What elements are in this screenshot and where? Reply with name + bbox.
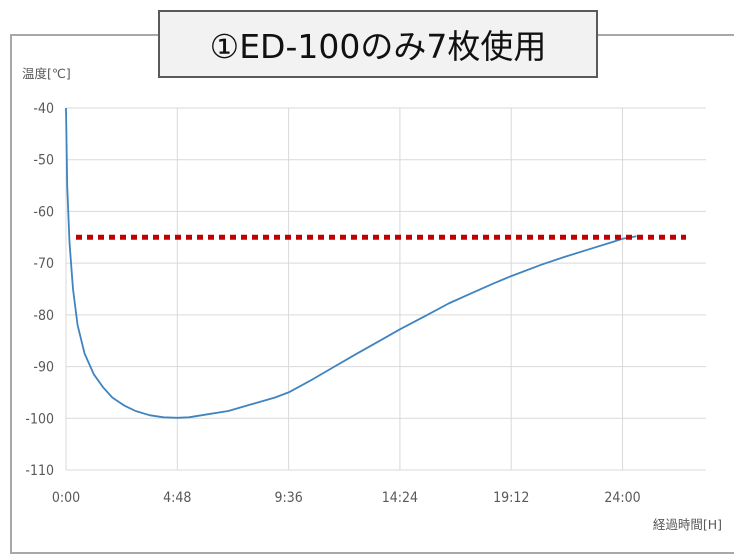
y-tick-label: -90 — [33, 360, 54, 376]
x-tick-label: 4:48 — [163, 490, 191, 506]
temperature-chart: -40 -50 -60 -70 -80 -90 -100 -110 0:00 4:48 9:36 1… — [22, 66, 722, 532]
x-tick-label: 14:24 — [382, 490, 418, 506]
x-tick-label: 24:00 — [604, 490, 640, 506]
temperature-series-line — [65, 107, 637, 419]
x-tick-labels: 0:00 4:48 9:36 14:24 19:12 24:00 — [52, 490, 641, 506]
y-tick-label: -40 — [33, 101, 54, 117]
x-tick-label: 0:00 — [52, 490, 80, 506]
y-tick-label: -110 — [25, 463, 54, 479]
x-tick-label: 9:36 — [274, 490, 302, 506]
grid — [65, 107, 706, 471]
x-axis-label: 経過時間[H] — [653, 517, 722, 532]
y-tick-labels: -40 -50 -60 -70 -80 -90 -100 -110 — [25, 101, 54, 479]
y-tick-label: -80 — [33, 308, 54, 324]
y-tick-label: -70 — [33, 256, 54, 272]
chart-title: ①ED-100のみ7枚使用 — [158, 10, 598, 78]
chart-frame — [10, 34, 734, 554]
y-tick-label: -60 — [33, 204, 54, 220]
y-tick-label: -100 — [25, 411, 54, 427]
y-axis-label: 温度[℃] — [22, 66, 71, 81]
x-tick-label: 19:12 — [493, 490, 529, 506]
y-tick-label: -50 — [33, 153, 54, 169]
